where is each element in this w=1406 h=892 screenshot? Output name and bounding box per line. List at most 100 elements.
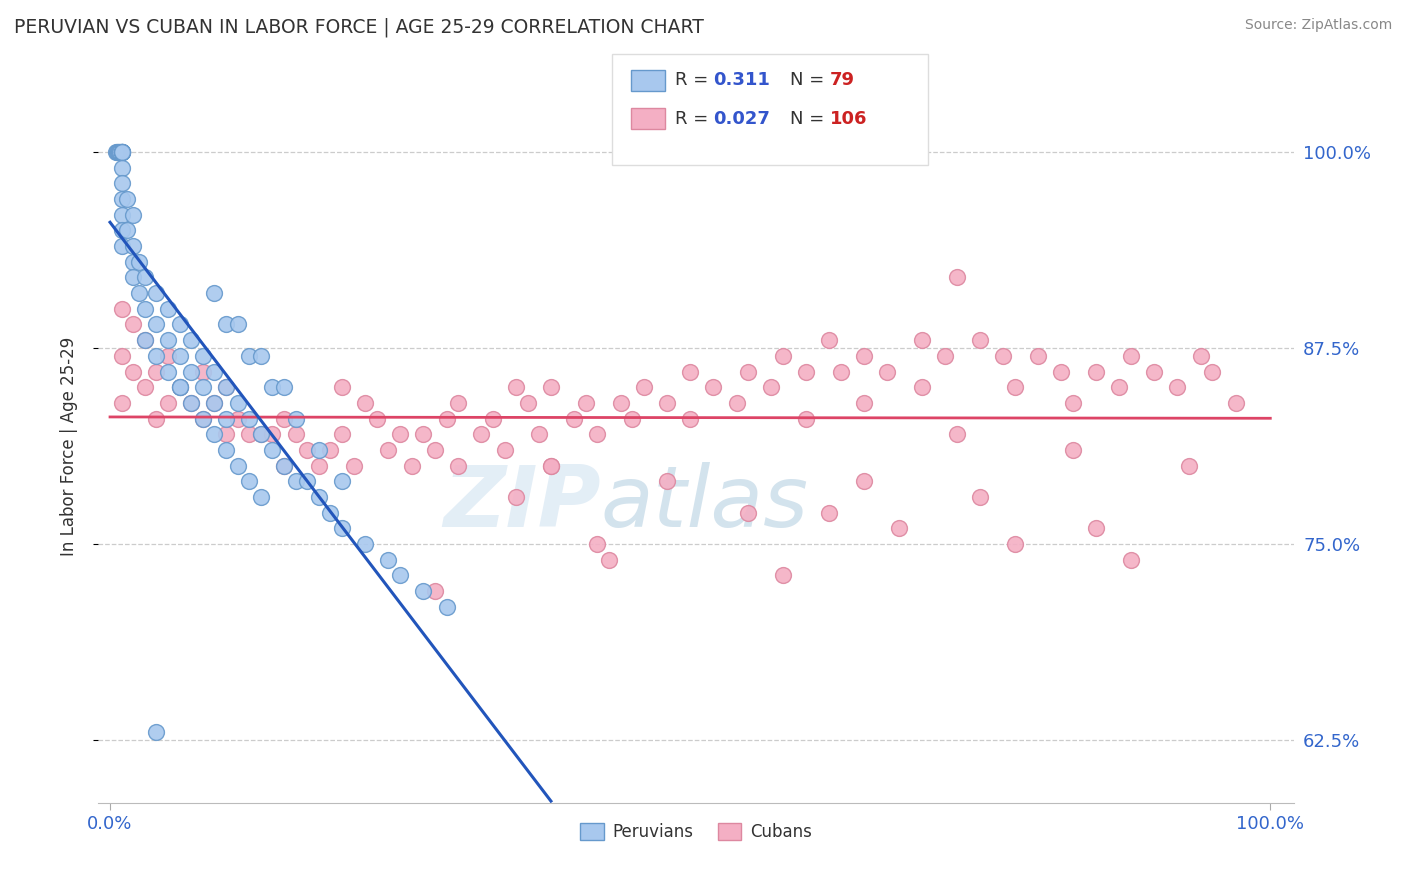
Point [377,552,399,566]
Point [180,364,202,378]
Point [794,411,817,425]
Point [204,364,226,378]
Point [122,208,145,222]
Point [238,475,260,489]
Point [284,411,307,425]
Point [134,380,156,394]
Point [134,333,156,347]
Point [111,145,134,159]
Point [330,475,353,489]
Point [319,506,342,520]
Point [226,458,249,473]
Point [110,145,132,159]
Point [157,301,180,316]
Point [215,380,238,394]
Point [737,506,759,520]
Point [679,411,702,425]
Point [111,145,134,159]
Text: 106: 106 [830,110,868,128]
Point [1062,442,1084,457]
Point [1201,364,1223,378]
Point [308,442,330,457]
Point [505,490,527,504]
Point [330,427,353,442]
Point [157,333,180,347]
Point [1004,380,1026,394]
Point [108,145,131,159]
Point [169,349,191,363]
Point [401,458,423,473]
Point [122,318,145,332]
Point [330,380,353,394]
Point [934,349,956,363]
Point [494,442,516,457]
Point [111,145,134,159]
Point [366,411,388,425]
Point [111,145,134,159]
Point [436,411,458,425]
Point [575,396,598,410]
Point [1004,537,1026,551]
Point [273,411,295,425]
Point [1119,349,1142,363]
Point [145,286,167,301]
Point [215,411,238,425]
Point [111,223,134,237]
Point [111,176,134,190]
Point [423,584,446,599]
Point [297,475,319,489]
Point [887,521,910,535]
Point [111,239,134,253]
Point [111,145,134,159]
Point [853,349,876,363]
Point [818,506,841,520]
Point [354,396,377,410]
Point [586,537,609,551]
Point [969,490,991,504]
Point [122,270,145,285]
Point [180,396,202,410]
Point [540,458,562,473]
Point [562,411,585,425]
Point [679,364,702,378]
Point [297,442,319,457]
Point [761,380,783,394]
Point [191,364,214,378]
Point [308,458,330,473]
Point [505,380,527,394]
Point [157,364,180,378]
Point [447,458,470,473]
Point [215,380,238,394]
Point [284,475,307,489]
Point [772,349,794,363]
Point [273,380,295,394]
Point [117,223,139,237]
Text: N =: N = [790,110,824,128]
Text: atlas: atlas [600,461,808,545]
Point [111,161,134,175]
Text: 79: 79 [830,71,855,89]
Point [262,442,284,457]
Point [111,192,134,206]
Point [830,364,852,378]
Point [1085,521,1108,535]
Text: 0.027: 0.027 [713,110,769,128]
Point [389,427,412,442]
Point [540,380,562,394]
Point [911,380,934,394]
Point [273,458,295,473]
Point [911,333,934,347]
Text: 0.311: 0.311 [713,71,769,89]
Point [262,427,284,442]
Point [1085,364,1108,378]
Point [969,333,991,347]
Point [273,458,295,473]
Point [204,396,226,410]
Point [191,411,214,425]
Point [470,427,492,442]
Point [343,458,366,473]
Point [655,396,678,410]
Point [482,411,505,425]
Point [737,364,759,378]
Point [169,380,191,394]
